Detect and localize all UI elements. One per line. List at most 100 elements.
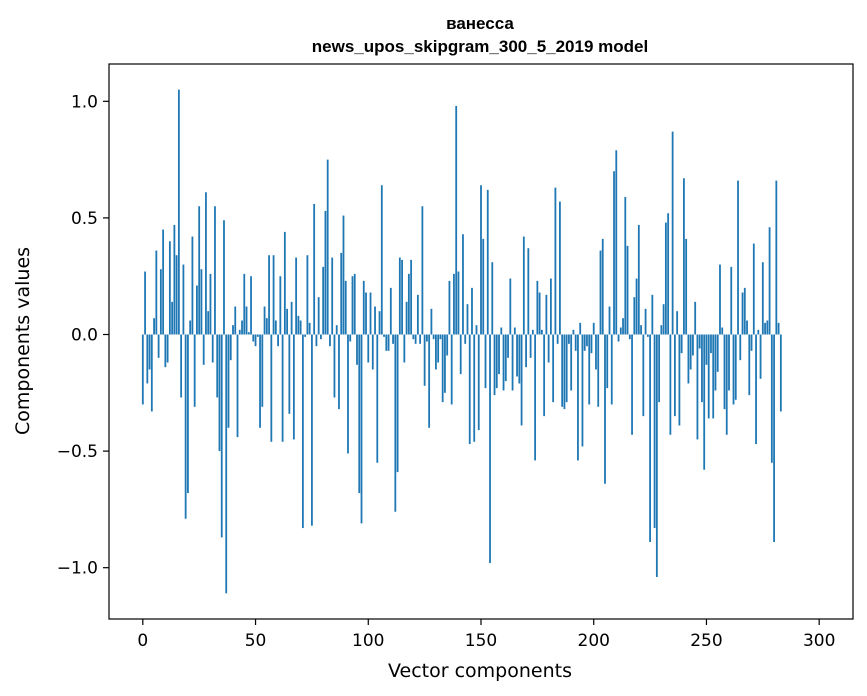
bar-component-113: [396, 334, 399, 473]
bar-component-94: [353, 273, 356, 335]
bar-component-46: [245, 306, 248, 335]
bar-component-33: [216, 334, 219, 398]
bar-component-179: [545, 294, 548, 335]
bar-component-3: [148, 334, 151, 370]
bar-component-191: [572, 329, 575, 335]
bar-component-240: [683, 178, 685, 335]
bar-component-215: [626, 245, 629, 335]
bar-component-264: [737, 180, 739, 335]
bar-component-175: [536, 280, 539, 335]
bar-component-79: [320, 334, 322, 340]
bar-component-93: [351, 276, 354, 335]
bar-component-262: [732, 334, 735, 405]
bar-component-224: [646, 334, 649, 337]
bar-component-143: [464, 334, 467, 344]
x-tick-label: 300: [803, 631, 835, 651]
bar-component-86: [335, 325, 338, 335]
bar-component-281: [775, 180, 778, 335]
bar-component-266: [741, 292, 744, 335]
bar-component-271: [752, 243, 755, 335]
bar-component-207: [608, 306, 611, 335]
bar-component-117: [405, 301, 408, 335]
bar-component-68: [295, 257, 298, 335]
bar-component-253: [712, 334, 715, 419]
bar-component-22: [191, 236, 194, 335]
bar-component-193: [577, 334, 579, 461]
bar-component-238: [678, 334, 681, 426]
bar-component-162: [507, 334, 509, 358]
bar-component-96: [358, 334, 361, 494]
bar-component-9: [162, 229, 165, 335]
bar-component-199: [590, 334, 593, 354]
bar-component-178: [543, 334, 546, 417]
bar-component-90: [344, 280, 347, 335]
bar-component-237: [676, 311, 679, 335]
bar-component-163: [509, 278, 512, 335]
bar-component-211: [617, 334, 620, 342]
bar-component-52: [259, 334, 261, 428]
bar-component-189: [568, 334, 570, 344]
bar-component-62: [281, 334, 284, 442]
bar-component-125: [423, 334, 426, 386]
bar-component-177: [540, 329, 543, 335]
bar-component-75: [311, 334, 313, 526]
bar-component-275: [761, 262, 764, 335]
bar-component-4: [150, 334, 153, 412]
bar-component-274: [759, 334, 762, 379]
bar-component-226: [651, 294, 654, 335]
bar-component-103: [374, 306, 376, 335]
bar-component-166: [516, 334, 518, 377]
bar-component-257: [721, 327, 724, 335]
bar-component-87: [338, 334, 340, 410]
y-tick-label: −0.5: [57, 442, 98, 462]
bar-component-57: [270, 334, 273, 442]
bar-component-72: [304, 334, 307, 337]
bar-component-161: [504, 334, 507, 382]
bar-component-156: [493, 334, 496, 396]
bar-component-18: [182, 264, 185, 335]
bar-component-204: [601, 238, 604, 335]
bar-component-15: [175, 255, 178, 335]
chart-title-line-2: news_upos_skipgram_300_5_2019 model: [312, 37, 648, 56]
bar-component-28: [205, 192, 207, 335]
bar-component-63: [283, 231, 286, 335]
bar-component-128: [430, 308, 433, 335]
bar-component-228: [655, 334, 658, 578]
bar-component-98: [362, 280, 365, 335]
bar-component-36: [223, 220, 225, 335]
bar-component-278: [768, 227, 771, 335]
bar-component-109: [387, 334, 390, 351]
bar-component-154: [489, 334, 491, 564]
bar-component-99: [365, 292, 367, 335]
bar-component-242: [687, 334, 690, 384]
bar-component-64: [286, 308, 289, 335]
bar-component-222: [642, 334, 645, 417]
bar-component-151: [482, 238, 485, 335]
bar-component-131: [437, 334, 440, 363]
y-tick-label: 0.5: [71, 209, 98, 229]
plot-frame: [108, 63, 854, 620]
bar-component-147: [473, 334, 476, 442]
bar-component-76: [313, 203, 316, 335]
bar-component-165: [513, 327, 516, 335]
bar-component-197: [586, 334, 588, 347]
bar-component-202: [597, 334, 600, 407]
bar-component-213: [622, 318, 624, 335]
bar-component-282: [777, 322, 780, 335]
bar-component-110: [389, 287, 392, 335]
bar-component-51: [256, 334, 259, 337]
bar-component-88: [340, 252, 343, 335]
x-tick-label: 200: [578, 631, 610, 651]
bar-component-160: [502, 334, 505, 391]
bar-component-252: [710, 334, 712, 354]
bar-component-239: [680, 334, 683, 354]
y-axis-label: Components values: [12, 247, 34, 435]
bar-component-157: [495, 334, 498, 389]
bar-component-196: [583, 334, 586, 351]
bar-component-233: [667, 213, 670, 335]
bar-component-138: [453, 273, 455, 335]
bar-component-10: [164, 334, 167, 368]
bar-component-8: [159, 269, 162, 335]
bar-component-263: [734, 334, 737, 400]
bar-component-40: [232, 325, 234, 335]
